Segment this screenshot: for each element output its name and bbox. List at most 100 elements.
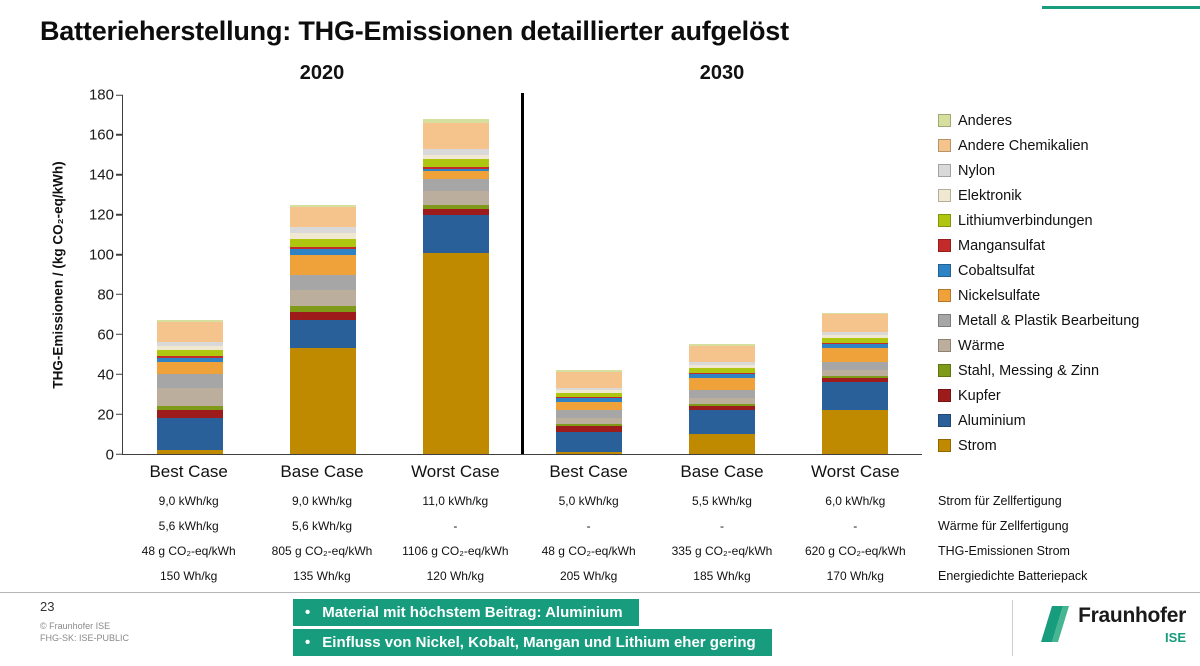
y-tick-label: 60 bbox=[97, 326, 114, 344]
y-tick-label: 40 bbox=[97, 366, 114, 384]
bar-segment bbox=[556, 388, 623, 391]
key-findings-callout: Material mit höchstem Beitrag: Aluminium… bbox=[293, 599, 772, 656]
legend-swatch bbox=[938, 339, 951, 352]
bar-segment bbox=[689, 406, 756, 411]
bar-segment bbox=[156, 322, 223, 343]
plot-area bbox=[116, 93, 922, 455]
legend-item: Elektronik bbox=[938, 183, 1139, 208]
legend-swatch bbox=[938, 239, 951, 252]
bar-segment bbox=[556, 397, 623, 399]
stacked-bar-2030-worst-case bbox=[822, 95, 889, 454]
table-cell: 5,0 kWh/kg bbox=[558, 494, 619, 508]
legend-item: Mangansulfat bbox=[938, 233, 1139, 258]
legend-swatch bbox=[938, 139, 951, 152]
top-accent-line bbox=[1042, 6, 1200, 9]
legend-item: Anderes bbox=[938, 108, 1139, 133]
bar-segment bbox=[689, 344, 756, 347]
bar-segment bbox=[822, 348, 889, 363]
bar-segment bbox=[289, 348, 356, 454]
group-label-2030: 2030 bbox=[699, 62, 745, 84]
legend-label: Anderes bbox=[958, 112, 1013, 129]
y-tick-mark bbox=[116, 453, 123, 455]
bar-segment bbox=[156, 410, 223, 419]
bar-segment bbox=[556, 410, 623, 419]
fraunhofer-logo: Fraunhofer ISE bbox=[1039, 604, 1186, 647]
bar-segment bbox=[156, 406, 223, 411]
classification-line: FHG-SK: ISE-PUBLIC bbox=[40, 633, 130, 643]
bar-segment bbox=[156, 450, 223, 454]
bar-segment bbox=[422, 154, 489, 159]
table-cell: - bbox=[853, 519, 858, 533]
table-cell: 805 g CO₂-eq/kWh bbox=[271, 544, 373, 558]
table-cell: 620 g CO₂-eq/kWh bbox=[804, 544, 906, 558]
bar-segment bbox=[289, 248, 356, 255]
bar-segment bbox=[156, 418, 223, 451]
table-cell: 1106 g CO₂-eq/kWh bbox=[402, 544, 509, 558]
legend-swatch bbox=[938, 264, 951, 277]
bar-segment bbox=[289, 274, 356, 291]
table-cell: 5,6 kWh/kg bbox=[158, 519, 219, 533]
stacked-bar-2030-base-case bbox=[689, 95, 756, 454]
bar-segment bbox=[556, 393, 623, 398]
legend-label: Nylon bbox=[958, 162, 996, 179]
bar-segment bbox=[822, 362, 889, 371]
bar-segment bbox=[422, 123, 489, 149]
bar-segment bbox=[822, 344, 889, 349]
bar-segment bbox=[822, 370, 889, 377]
fraunhofer-emblem-icon bbox=[1039, 604, 1071, 647]
legend-swatch bbox=[938, 389, 951, 402]
parameter-table: 9,0 kWh/kg 9,0 kWh/kg 11,0 kWh/kg 5,0 kWh/k… bbox=[0, 494, 1200, 594]
stacked-bar-2030-best-case bbox=[556, 95, 623, 454]
y-tick-label: 140 bbox=[88, 166, 114, 184]
legend-swatch bbox=[938, 414, 951, 427]
stacked-bar-2020-best-case bbox=[156, 95, 223, 454]
legend-swatch bbox=[938, 439, 951, 452]
footer-divider bbox=[0, 592, 1200, 593]
bar-segment bbox=[422, 158, 489, 167]
bar-segment bbox=[822, 338, 889, 344]
category-label: Worst Case bbox=[411, 462, 500, 481]
legend-item: Aluminium bbox=[938, 408, 1139, 433]
legend-label: Nickelsulfate bbox=[958, 287, 1041, 304]
bar-segment bbox=[422, 166, 489, 169]
bar-segment bbox=[556, 432, 623, 453]
legend-swatch bbox=[938, 114, 951, 127]
bar-segment bbox=[822, 376, 889, 379]
logo-separator-line bbox=[1012, 600, 1013, 656]
table-row: 150 Wh/kg 135 Wh/kg 120 Wh/kg 205 Wh/kg 185 … bbox=[122, 569, 922, 591]
bar-slot bbox=[123, 95, 256, 454]
legend-item: Nickelsulfate bbox=[938, 283, 1139, 308]
bar-segment bbox=[822, 410, 889, 454]
legend-item: Stahl, Messing & Zinn bbox=[938, 358, 1139, 383]
bar-segment bbox=[422, 119, 489, 124]
table-cell: 185 Wh/kg bbox=[693, 569, 751, 583]
stacked-bar-2020-base-case bbox=[289, 95, 356, 454]
y-tick-mark bbox=[116, 134, 123, 136]
footer-copyright: © Fraunhofer ISE FHG-SK: ISE-PUBLIC bbox=[40, 620, 129, 644]
y-tick-mark bbox=[116, 373, 123, 375]
category-label: Best Case bbox=[549, 462, 628, 481]
bar-segment bbox=[156, 346, 223, 351]
bar-segment bbox=[556, 418, 623, 425]
bar-segment bbox=[289, 226, 356, 233]
legend-label: Andere Chemikalien bbox=[958, 137, 1089, 154]
legend-label: Stahl, Messing & Zinn bbox=[958, 362, 1100, 379]
y-tick-label: 80 bbox=[97, 286, 114, 304]
y-tick-label: 20 bbox=[97, 406, 114, 424]
logo-brand: Fraunhofer bbox=[1078, 604, 1186, 627]
bar-segment bbox=[156, 356, 223, 359]
bar-segment bbox=[556, 390, 623, 394]
category-labels: Best Case Base Case Worst Case Best Case Bas… bbox=[122, 462, 922, 482]
bar-segment bbox=[822, 378, 889, 383]
legend-swatch bbox=[938, 289, 951, 302]
bar-segment bbox=[289, 312, 356, 321]
bar-segment bbox=[289, 254, 356, 275]
bar-segment bbox=[822, 343, 889, 345]
table-cell: 170 Wh/kg bbox=[826, 569, 884, 583]
table-cell: 120 Wh/kg bbox=[426, 569, 484, 583]
group-divider-line bbox=[520, 93, 525, 454]
bar-segment bbox=[689, 373, 756, 375]
table-cell: 11,0 kWh/kg bbox=[422, 494, 489, 508]
bar-segment bbox=[289, 320, 356, 349]
